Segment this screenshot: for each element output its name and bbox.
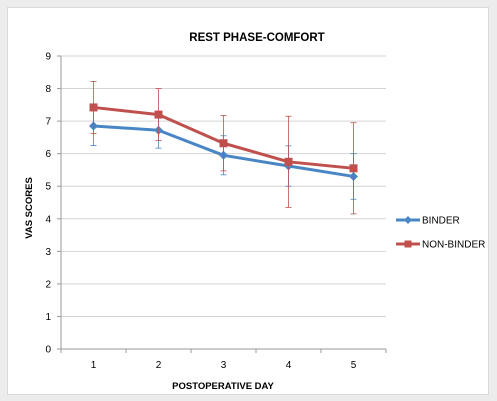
point-non-binder [284, 157, 293, 166]
y-axis-title: VAS SCORES [24, 177, 35, 239]
axes: 0 1 2 3 4 5 6 7 8 9 1 2 3 4 5 [45, 52, 387, 371]
x-tick-label: 3 [221, 360, 227, 371]
y-tick-label: 8 [45, 84, 51, 95]
x-tick-label: 5 [351, 360, 357, 371]
legend-label: NON-BINDER [422, 240, 485, 251]
point-non-binder [89, 103, 98, 112]
y-tick-label: 4 [45, 214, 51, 225]
series-layer [89, 80, 358, 215]
gridlines [61, 55, 386, 317]
y-tick-label: 3 [45, 247, 51, 258]
y-tick-label: 9 [45, 52, 51, 63]
x-tick-label: 1 [91, 360, 97, 371]
legend-label: BINDER [422, 216, 460, 227]
vas-line-chart: REST PHASE-COMFORT 0 1 2 3 4 5 6 7 8 9 1 2 3 4 5 POSTO… [24, 32, 485, 392]
x-tick-label: 2 [156, 360, 162, 371]
y-tick-label: 7 [45, 117, 51, 128]
legend: BINDER NON-BINDER [396, 216, 485, 251]
y-tick-label: 2 [45, 279, 51, 290]
y-tick-label: 0 [45, 345, 51, 356]
legend-marker [404, 240, 412, 248]
legend-item-non-binder: NON-BINDER [396, 240, 485, 251]
chart-title: REST PHASE-COMFORT [189, 32, 324, 44]
x-tick-label: 4 [286, 360, 292, 371]
y-tick-label: 5 [45, 182, 51, 193]
legend-marker [404, 216, 412, 224]
chart-frame: REST PHASE-COMFORT 0 1 2 3 4 5 6 7 8 9 1 2 3 4 5 POSTO… [7, 7, 489, 395]
point-non-binder [349, 164, 358, 173]
x-axis-title: POSTOPERATIVE DAY [172, 381, 274, 392]
y-tick-label: 1 [45, 312, 51, 323]
y-tick-label: 6 [45, 149, 51, 160]
point-non-binder [219, 139, 228, 148]
point-non-binder [154, 110, 163, 119]
legend-item-binder: BINDER [396, 216, 460, 227]
